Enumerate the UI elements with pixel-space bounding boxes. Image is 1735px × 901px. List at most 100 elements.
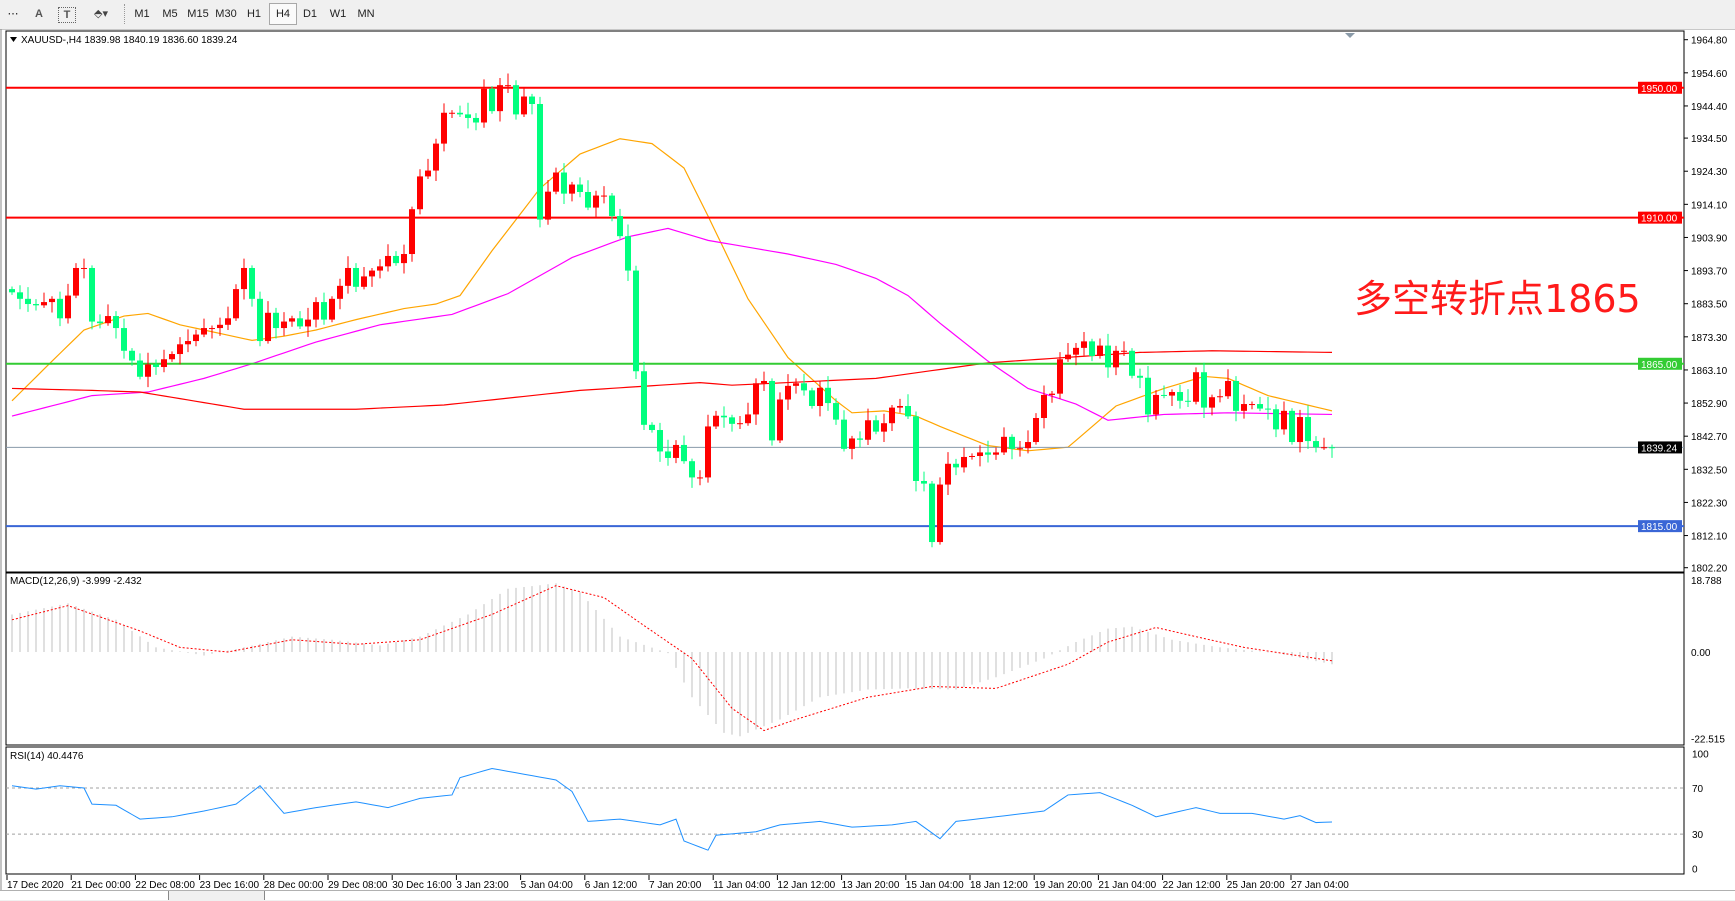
candle[interactable] — [529, 93, 535, 115]
candle[interactable] — [1201, 362, 1207, 419]
candle[interactable] — [1273, 404, 1279, 438]
candle[interactable] — [1089, 338, 1095, 362]
candle[interactable] — [729, 414, 735, 432]
candle[interactable] — [809, 387, 815, 409]
candle[interactable] — [937, 477, 943, 545]
candle[interactable] — [209, 325, 215, 339]
candle[interactable] — [57, 291, 63, 327]
candle[interactable] — [689, 458, 695, 488]
candle[interactable] — [537, 96, 543, 228]
candle[interactable] — [1129, 348, 1135, 379]
candle[interactable] — [193, 329, 199, 347]
candle[interactable] — [553, 167, 559, 195]
candle[interactable] — [249, 265, 255, 307]
candle[interactable] — [1265, 396, 1271, 420]
candle[interactable] — [617, 208, 623, 239]
candle[interactable] — [777, 392, 783, 444]
candle[interactable] — [1241, 394, 1247, 419]
candle[interactable] — [1305, 405, 1311, 449]
candle[interactable] — [377, 259, 383, 279]
candle[interactable] — [793, 378, 799, 394]
candle[interactable] — [185, 329, 191, 353]
candle[interactable] — [1177, 384, 1183, 409]
candle[interactable] — [161, 349, 167, 373]
candle[interactable] — [465, 102, 471, 129]
candle[interactable] — [881, 413, 887, 443]
candle[interactable] — [329, 296, 335, 323]
candle[interactable] — [361, 267, 367, 290]
candle[interactable] — [393, 251, 399, 266]
candle[interactable] — [1209, 394, 1215, 416]
candle[interactable] — [841, 410, 847, 452]
timeframe-w1-button[interactable]: W1 — [329, 8, 347, 20]
candle[interactable] — [545, 179, 551, 225]
candle[interactable] — [305, 307, 311, 337]
candle[interactable] — [873, 415, 879, 435]
candle[interactable] — [1329, 444, 1335, 458]
candle[interactable] — [1257, 396, 1263, 412]
candle[interactable] — [241, 258, 247, 300]
candle[interactable] — [153, 359, 159, 375]
candle[interactable] — [665, 439, 671, 466]
candle[interactable] — [1297, 409, 1303, 453]
candle[interactable] — [577, 177, 583, 198]
period-separator-tool-icon[interactable]: ⋯ — [7, 8, 19, 20]
candle[interactable] — [953, 458, 959, 476]
candle[interactable] — [1225, 369, 1231, 399]
candle[interactable] — [113, 311, 119, 339]
candle[interactable] — [1321, 437, 1327, 450]
candle[interactable] — [513, 80, 519, 120]
candle[interactable] — [9, 286, 15, 295]
candle[interactable] — [297, 311, 303, 330]
candle[interactable] — [49, 296, 55, 313]
candle[interactable] — [25, 287, 31, 312]
candle[interactable] — [1249, 401, 1255, 410]
candle[interactable] — [817, 380, 823, 417]
candle[interactable] — [1153, 390, 1159, 420]
chart-window[interactable]: XAUUSD-,H4 1839.98 1840.19 1836.60 1839.… — [0, 29, 1735, 890]
candle[interactable] — [225, 306, 231, 331]
candle[interactable] — [121, 318, 127, 359]
candle[interactable] — [849, 435, 855, 460]
candle[interactable] — [681, 435, 687, 464]
candle[interactable] — [865, 408, 871, 445]
candle[interactable] — [1193, 367, 1199, 405]
text-tool-icon[interactable]: A — [35, 8, 43, 20]
candle[interactable] — [313, 297, 319, 328]
candle[interactable] — [753, 378, 759, 425]
candle[interactable] — [33, 299, 39, 311]
candle[interactable] — [609, 192, 615, 222]
timeframe-h1-button[interactable]: H1 — [246, 8, 262, 20]
candle[interactable] — [97, 314, 103, 329]
candle[interactable] — [657, 422, 663, 462]
candle[interactable] — [833, 398, 839, 425]
candle[interactable] — [769, 378, 775, 446]
candle[interactable] — [449, 110, 455, 118]
candle[interactable] — [425, 158, 431, 180]
candle[interactable] — [177, 337, 183, 365]
candle[interactable] — [1033, 413, 1039, 445]
candle[interactable] — [1097, 338, 1103, 359]
candle[interactable] — [201, 318, 207, 338]
candle[interactable] — [1289, 408, 1295, 445]
candle[interactable] — [961, 447, 967, 473]
rsi-panel[interactable] — [5, 746, 1685, 875]
candle[interactable] — [145, 352, 151, 388]
candle[interactable] — [625, 224, 631, 281]
chart-tab-active[interactable] — [0, 891, 169, 900]
candle[interactable] — [345, 256, 351, 294]
candle[interactable] — [1081, 331, 1087, 356]
candle[interactable] — [561, 163, 567, 205]
candle[interactable] — [17, 285, 23, 310]
candle[interactable] — [337, 278, 343, 310]
candle[interactable] — [1025, 430, 1031, 454]
timeframe-m1-button[interactable]: M1 — [134, 8, 150, 20]
candle[interactable] — [649, 422, 655, 433]
candle[interactable] — [41, 292, 47, 308]
candle[interactable] — [1217, 389, 1223, 403]
candle[interactable] — [417, 169, 423, 215]
candle[interactable] — [473, 113, 479, 131]
candle[interactable] — [993, 447, 999, 460]
candle[interactable] — [521, 87, 527, 117]
candle[interactable] — [1009, 434, 1015, 460]
